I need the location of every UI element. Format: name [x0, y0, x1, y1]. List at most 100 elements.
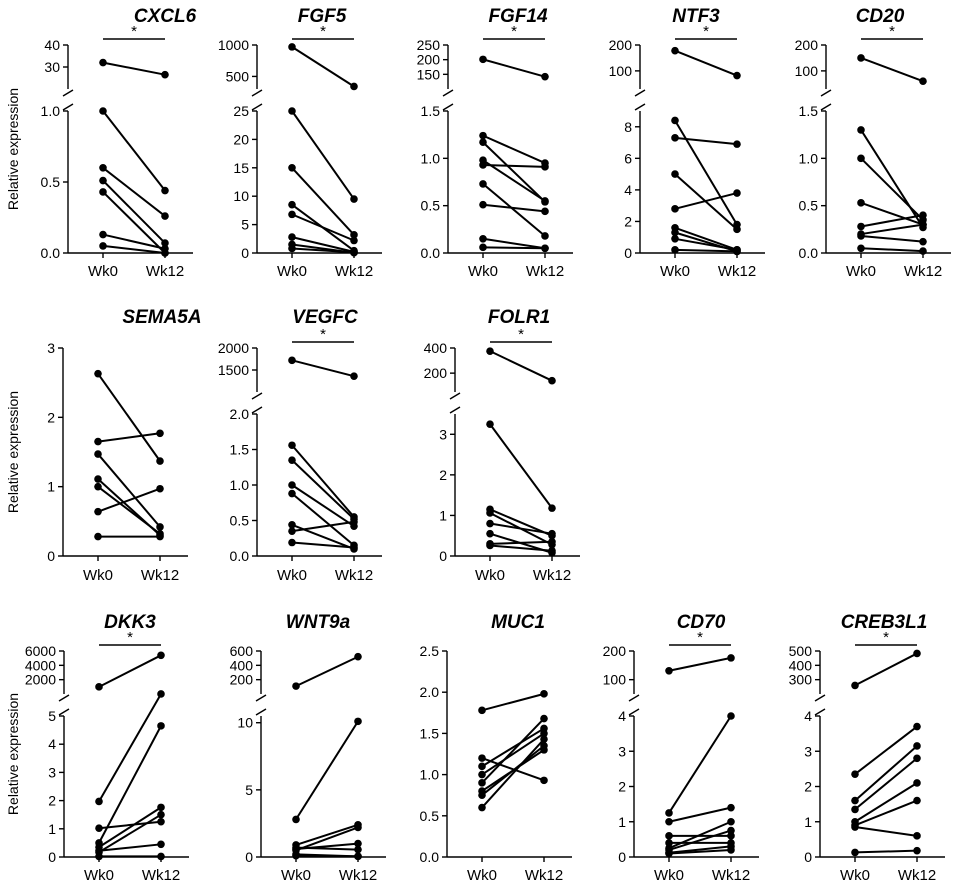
wk0-point-3	[665, 817, 673, 826]
wk0-point-7	[478, 791, 486, 799]
wk0-point-2	[95, 797, 103, 806]
wk0-point-8	[95, 852, 103, 861]
wk12-point-3	[157, 817, 165, 826]
y-tick-label: 5	[48, 708, 56, 724]
panel-title: CREB3L1	[841, 612, 928, 633]
subject-line-1	[97, 373, 161, 462]
wk0-point-7	[99, 242, 107, 250]
x-tick-label: Wk0	[88, 263, 118, 280]
wk0-point-5	[665, 839, 673, 847]
wk12-point-1	[548, 376, 556, 385]
wk12-point-6	[541, 232, 549, 240]
subject-line-3	[482, 141, 546, 203]
y-tick-label: 3	[439, 426, 447, 442]
panel-title: CD20	[856, 6, 905, 27]
y-tick-label: 100	[795, 63, 819, 79]
wk0-point-5	[478, 779, 486, 787]
y-tick-label: 3	[48, 764, 56, 780]
subject-line-8	[668, 845, 732, 854]
panel-title: DKK3	[104, 612, 156, 633]
y-tick-label: 8	[624, 119, 632, 135]
subject-line-2	[98, 693, 162, 802]
axis-break-mark	[628, 708, 640, 716]
wk0-point-8	[288, 240, 296, 249]
wk0-point-8	[479, 235, 487, 243]
x-tick-label: Wk12	[533, 567, 571, 584]
wk0-point-1	[479, 55, 487, 64]
x-tick-label: Wk0	[840, 867, 870, 884]
y-tick-label: 0.0	[420, 849, 440, 865]
wk0-point-2	[288, 107, 296, 115]
wk12-point-7	[541, 207, 549, 216]
wk0-point-1	[288, 356, 296, 365]
subject-line-9	[674, 248, 738, 253]
x-tick-label: Wk12	[712, 867, 750, 884]
wk12-point-6	[157, 840, 165, 849]
wk12-point-2	[548, 504, 556, 512]
wk12-point-5	[157, 803, 165, 812]
y-tick-label: 200	[609, 37, 633, 53]
y-tick-label: 4	[804, 708, 812, 724]
subject-line-6	[291, 236, 355, 253]
axis-break-mark	[634, 89, 646, 97]
significance-star: *	[320, 23, 326, 40]
subject-line-6	[854, 799, 918, 827]
wk0-point-2	[486, 420, 494, 428]
y-tick-label: 0.5	[421, 198, 441, 214]
y-tick-label: 1.5	[421, 103, 441, 119]
y-tick-label: 1.5	[420, 725, 440, 741]
subject-line-8	[854, 849, 918, 854]
x-tick-label: Wk12	[335, 263, 373, 280]
wk12-point-2	[157, 690, 165, 698]
wk0-point-1	[665, 666, 673, 675]
wk12-point-6	[913, 796, 921, 805]
x-tick-label: Wk0	[468, 263, 498, 280]
subject-line-2	[97, 432, 161, 443]
y-tick-label: 500	[226, 68, 250, 84]
axis-break-mark	[251, 103, 263, 111]
wk0-point-3	[851, 796, 859, 805]
wk12-point-2	[354, 717, 362, 726]
wk0-point-5	[857, 222, 865, 231]
y-tick-label: 4	[618, 708, 626, 724]
y-tick-label: 1.0	[421, 150, 441, 166]
subject-line-7	[102, 244, 166, 254]
wk12-point-8	[157, 852, 165, 861]
axis-break-mark	[251, 406, 263, 414]
wk12-point-7	[919, 237, 927, 246]
wk0-point-3	[479, 138, 487, 147]
wk0-point-7	[671, 228, 679, 237]
subject-line-1	[482, 58, 546, 78]
y-tick-label: 0	[624, 245, 632, 261]
wk0-point-7	[857, 232, 865, 240]
wk0-point-6	[288, 520, 296, 529]
wk0-point-3	[478, 762, 486, 771]
wk0-point-1	[851, 681, 859, 690]
subject-line-7	[98, 813, 162, 854]
wk12-point-3	[350, 231, 358, 239]
wk12-point-4	[540, 729, 548, 738]
x-tick-label: Wk12	[904, 263, 942, 280]
wk0-point-6	[486, 529, 494, 538]
wk0-point-5	[486, 519, 494, 528]
y-tick-label: 2	[47, 409, 55, 425]
subject-line-3	[481, 727, 545, 768]
x-tick-label: Wk0	[277, 263, 307, 280]
axis-break-mark	[820, 89, 832, 97]
wk0-point-5	[94, 482, 102, 491]
wk12-point-7	[913, 832, 921, 840]
significance-star: *	[697, 629, 703, 646]
wk12-point-8	[540, 735, 548, 743]
subject-line-5	[97, 485, 161, 535]
subject-line-6	[482, 183, 546, 237]
axis-break-mark	[58, 694, 70, 702]
significance-star: *	[518, 326, 524, 343]
wk0-point-3	[671, 134, 679, 142]
y-tick-label: 200	[417, 52, 441, 68]
wk12-point-7	[161, 249, 169, 257]
y-tick-label: 4000	[25, 657, 56, 673]
y-tick-label: 1	[48, 821, 56, 837]
wk12-point-5	[354, 839, 362, 848]
y-tick-label: 200	[795, 37, 819, 53]
significance-star: *	[889, 23, 895, 40]
